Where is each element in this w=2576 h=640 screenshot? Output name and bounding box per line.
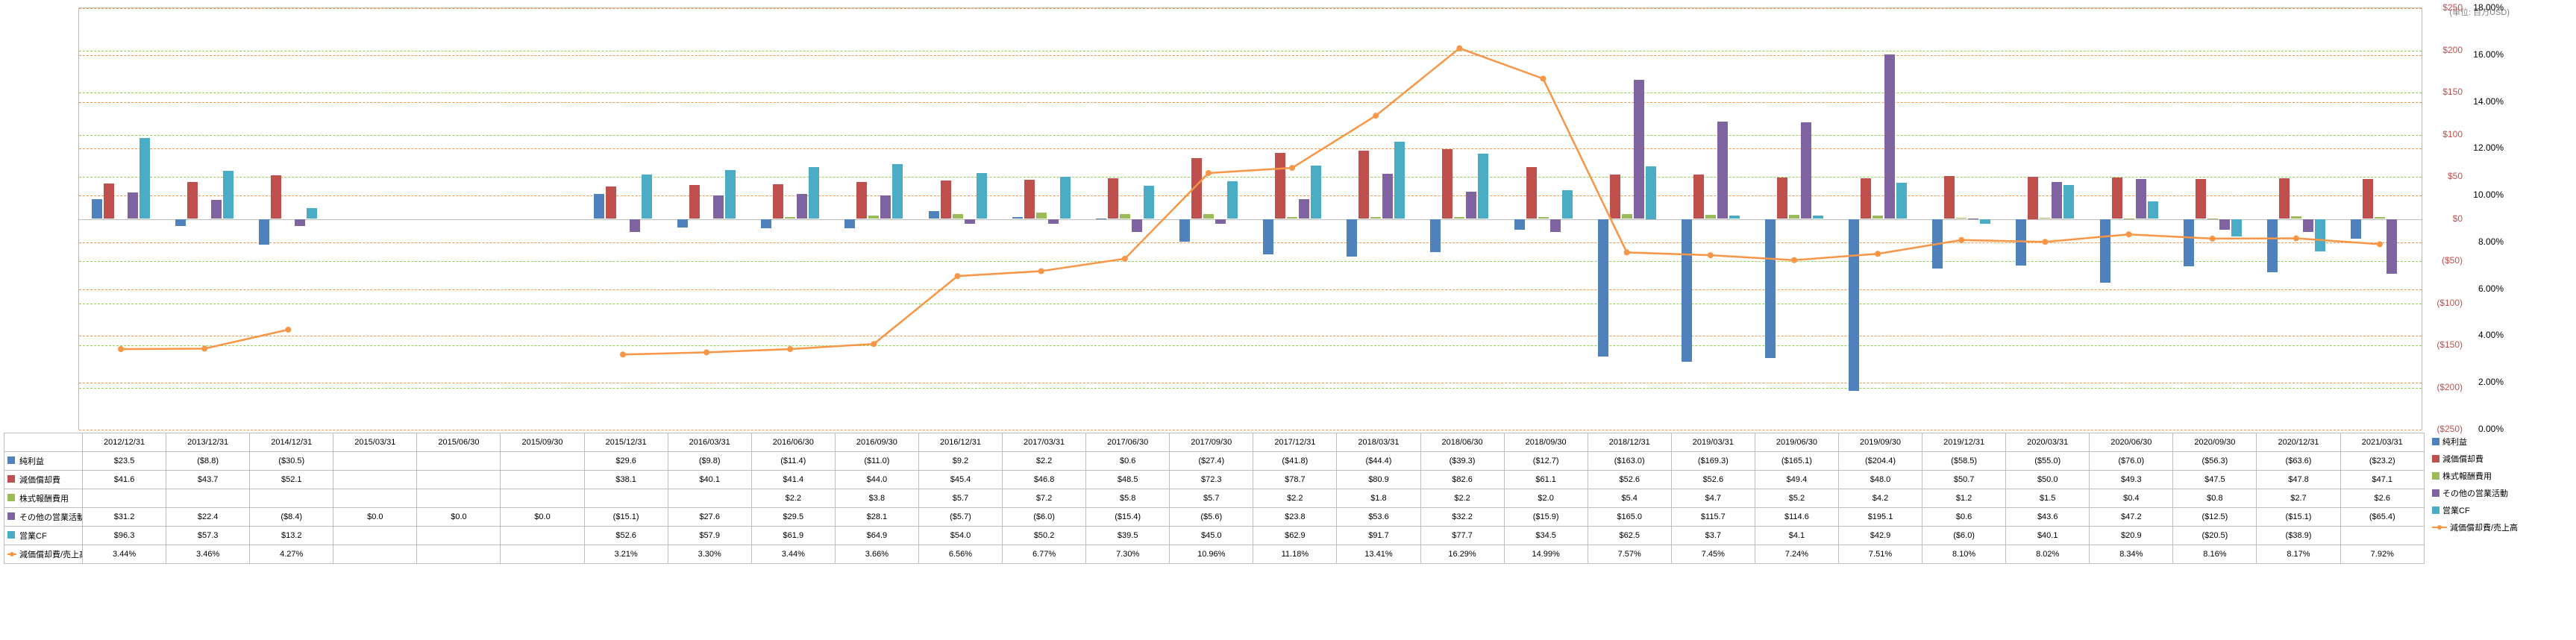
period-header: 2015/12/31 (584, 433, 668, 452)
period-header: 2017/09/30 (1170, 433, 1253, 452)
series-label: 減価償却費/売上高 (19, 550, 83, 559)
period-header: 2019/09/30 (1838, 433, 1922, 452)
legend-item-depreciation: 減価償却費 (2432, 450, 2574, 467)
period-header: 2014/12/31 (250, 433, 333, 452)
period-header: 2019/03/31 (1671, 433, 1755, 452)
period-header: 2020/09/30 (2173, 433, 2257, 452)
period-header: 2016/12/31 (918, 433, 1002, 452)
period-header: 2021/03/31 (2340, 433, 2424, 452)
period-header: 2013/12/31 (166, 433, 250, 452)
table-row-stock_comp: 株式報酬費用$2.2$3.8$5.7$7.2$5.8$5.7$2.2$1.8$2… (4, 489, 2425, 508)
period-header: 2015/09/30 (501, 433, 584, 452)
period-header: 2012/12/31 (83, 433, 166, 452)
legend-item-op_cf: 営業CF (2432, 501, 2574, 518)
data-table-wrap: 2012/12/312013/12/312014/12/312015/03/31… (4, 433, 2425, 564)
series-label: 減価償却費 (19, 476, 60, 485)
period-header: 2016/06/30 (751, 433, 835, 452)
series-label: 株式報酬費用 (19, 495, 69, 503)
period-header: 2016/09/30 (835, 433, 918, 452)
table-row-net_income: 純利益$23.5($8.8)($30.5)$29.6($9.8)($11.4)(… (4, 452, 2425, 471)
period-header: 2015/06/30 (417, 433, 501, 452)
series-label: 営業CF (19, 532, 47, 541)
series-marker-ratio (7, 550, 16, 559)
period-header: 2017/12/31 (1253, 433, 1337, 452)
legend-item-net_income: 純利益 (2432, 433, 2574, 450)
series-marker-other_op (7, 512, 16, 521)
period-header: 2019/06/30 (1755, 433, 1838, 452)
data-table: 2012/12/312013/12/312014/12/312015/03/31… (4, 433, 2425, 564)
period-header: 2020/03/31 (2006, 433, 2090, 452)
period-header: 2017/06/30 (1086, 433, 1170, 452)
period-header: 2018/12/31 (1588, 433, 1671, 452)
period-header: 2018/06/30 (1420, 433, 1504, 452)
chart-container: (単位: 百万USD) ($250)($200)($150)($100)($50… (0, 0, 2576, 640)
legend-item-stock_comp: 株式報酬費用 (2432, 467, 2574, 484)
period-header: 2019/12/31 (1922, 433, 2006, 452)
period-header: 2016/03/31 (668, 433, 751, 452)
period-header: 2020/12/31 (2257, 433, 2340, 452)
chart-plot-area: (単位: 百万USD) ($250)($200)($150)($100)($50… (78, 7, 2422, 430)
table-row-depreciation: 減価償却費$41.6$43.7$52.1$38.1$40.1$41.4$44.0… (4, 471, 2425, 489)
period-header: 2018/09/30 (1504, 433, 1588, 452)
table-row-ratio: 減価償却費/売上高3.44%3.46%4.27%3.21%3.30%3.44%3… (4, 545, 2425, 564)
series-marker-op_cf (7, 531, 16, 540)
table-header-row: 2012/12/312013/12/312014/12/312015/03/31… (4, 433, 2425, 452)
period-header: 2018/03/31 (1337, 433, 1420, 452)
period-header: 2020/06/30 (2090, 433, 2173, 452)
series-label: 純利益 (19, 457, 44, 466)
table-row-op_cf: 営業CF$96.3$57.3$13.2$52.6$57.9$61.9$64.9$… (4, 527, 2425, 545)
series-marker-net_income (7, 457, 16, 465)
period-header: 2015/03/31 (333, 433, 417, 452)
series-marker-stock_comp (7, 494, 16, 503)
legend-right: 純利益減価償却費株式報酬費用その他の営業活動営業CF減価償却費/売上高 (2432, 433, 2574, 536)
legend-item-other_op: その他の営業活動 (2432, 484, 2574, 501)
series-label: その他の営業活動 (19, 513, 83, 522)
series-marker-depreciation (7, 475, 16, 484)
table-row-other_op: その他の営業活動$31.2$22.4($8.4)$0.0$0.0$0.0($15… (4, 508, 2425, 527)
period-header: 2017/03/31 (1003, 433, 1086, 452)
legend-item-ratio: 減価償却費/売上高 (2432, 518, 2574, 536)
